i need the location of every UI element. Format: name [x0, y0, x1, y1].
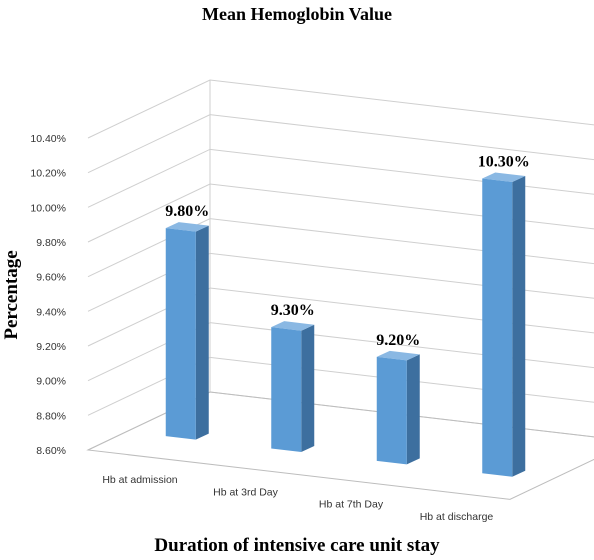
data-labels: 9.80% 9.30% 9.20% 10.30% [165, 154, 530, 349]
x-category-label: Hb at admission [102, 474, 177, 486]
bar-side [512, 176, 526, 477]
y-tick-label: 10.00% [30, 202, 66, 214]
y-axis-ticks: 8.60% 8.80% 9.00% 9.20% 9.40% 9.60% 9.80% 10.00… [30, 133, 66, 457]
bars [165, 172, 526, 477]
x-category-label: Hb at discharge [420, 511, 494, 523]
x-axis-categories: Hb at admission Hb at 3rd Day Hb at 7th Da… [102, 474, 493, 523]
bar-side [195, 225, 209, 440]
bar-front [271, 327, 302, 453]
data-label: 9.30% [271, 302, 315, 319]
bar [376, 350, 420, 465]
bar-front [482, 178, 513, 477]
bar [165, 222, 209, 440]
gridlines [87, 79, 594, 451]
data-label: 9.20% [376, 332, 420, 349]
bar-top [165, 222, 209, 232]
bar-front [165, 228, 196, 440]
bar [482, 172, 526, 477]
y-axis-title: Percentage [1, 250, 22, 339]
bar-side [301, 324, 315, 453]
y-tick-label: 10.40% [30, 133, 66, 145]
bar-front [376, 356, 407, 465]
x-category-label: Hb at 7th Day [319, 499, 384, 511]
y-tick-label: 9.40% [36, 306, 66, 318]
x-category-label: Hb at 3rd Day [213, 486, 279, 498]
bar-top [271, 321, 315, 331]
chart-title: Mean Hemoglobin Value [202, 4, 392, 24]
y-tick-label: 9.20% [36, 341, 66, 353]
bar-top [482, 172, 526, 183]
y-tick-label: 10.20% [30, 168, 66, 180]
x-axis-title: Duration of intensive care unit stay [154, 535, 440, 556]
gridline [87, 79, 594, 139]
bar-side [406, 354, 420, 465]
data-label: 9.80% [165, 203, 209, 220]
y-tick-label: 8.60% [36, 445, 66, 457]
data-label: 10.30% [478, 154, 530, 171]
y-tick-label: 9.80% [36, 237, 66, 249]
y-tick-label: 8.80% [36, 410, 66, 422]
y-tick-label: 9.60% [36, 272, 66, 284]
bar-top [376, 350, 420, 361]
y-tick-label: 9.00% [36, 376, 66, 388]
bar [271, 321, 315, 453]
